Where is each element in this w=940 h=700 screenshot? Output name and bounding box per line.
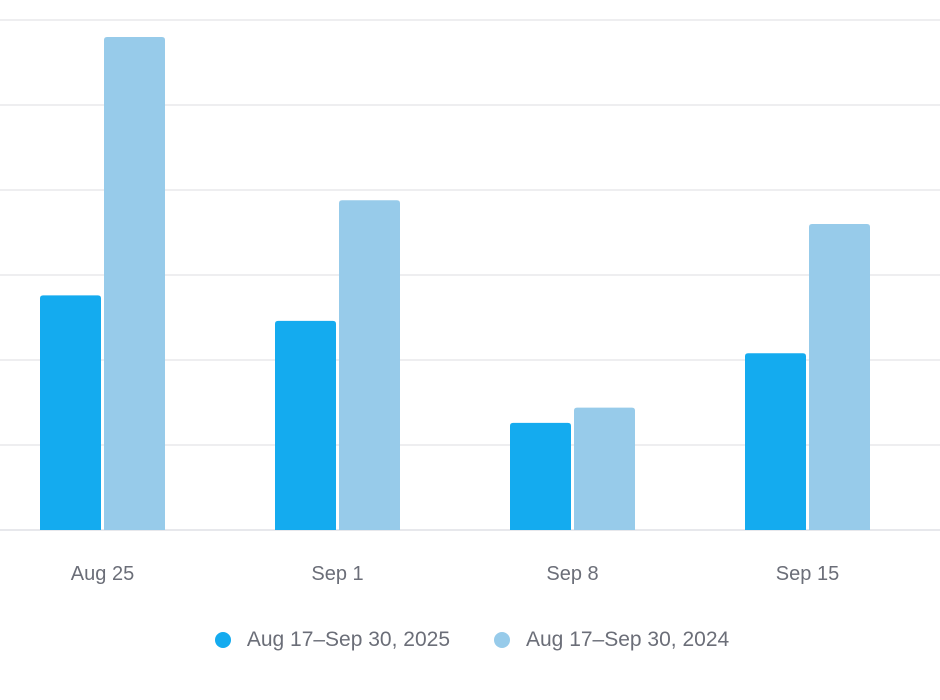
bar-2025-aug-25[interactable] — [40, 295, 101, 530]
bar-2024-sep-15[interactable] — [809, 224, 870, 530]
bars — [40, 37, 870, 530]
x-tick-label: Sep 1 — [311, 563, 363, 585]
bar-2024-sep-1[interactable] — [339, 200, 400, 530]
legend-label-2024: Aug 17–Sep 30, 2024 — [526, 628, 730, 651]
legend-swatch-2025 — [214, 632, 231, 648]
x-axis-ticks: Aug 25 Sep 1 Sep 8 Sep 15 — [71, 563, 839, 585]
x-tick-label: Aug 25 — [71, 563, 134, 585]
legend-item-2024[interactable]: Aug 17–Sep 30, 2024 — [490, 628, 729, 652]
bar-chart: Aug 25 Sep 1 Sep 8 Sep 15 — [0, 19, 940, 585]
legend-label-2025: Aug 17–Sep 30, 2025 — [246, 628, 450, 651]
legend-swatch-2024 — [494, 632, 510, 648]
bar-2025-sep-15[interactable] — [745, 353, 806, 530]
x-tick-label: Sep 8 — [546, 563, 598, 585]
legend: Aug 17–Sep 30, 2025 Aug 17–Sep 30, 2024 — [0, 628, 940, 652]
bar-2025-sep-8[interactable] — [510, 422, 571, 530]
legend-item-2025[interactable]: Aug 17–Sep 30, 2025 — [211, 628, 450, 652]
bar-2024-sep-8[interactable] — [574, 407, 635, 530]
bar-2025-sep-1[interactable] — [275, 320, 336, 530]
x-tick-label: Sep 15 — [776, 563, 839, 585]
bar-2024-aug-25[interactable] — [104, 37, 165, 530]
